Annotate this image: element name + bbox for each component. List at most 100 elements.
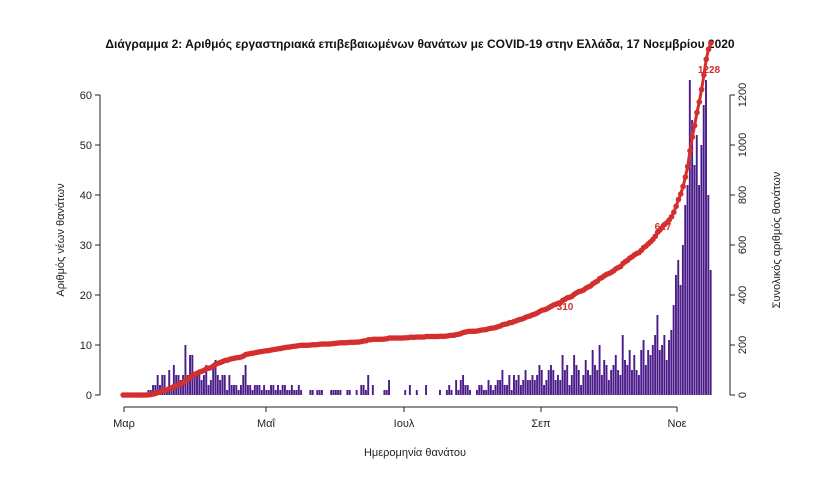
cumulative-point <box>673 203 679 210</box>
bar <box>674 275 677 395</box>
bar <box>263 385 266 395</box>
y-tick-label: 50 <box>80 140 92 152</box>
bar <box>489 385 492 395</box>
bar <box>462 375 465 395</box>
bar <box>316 390 319 395</box>
bar <box>281 385 284 395</box>
bar <box>519 385 522 395</box>
bar <box>223 375 226 395</box>
bar <box>482 390 485 395</box>
bar <box>337 390 340 395</box>
bar <box>631 370 633 395</box>
bar <box>668 340 670 395</box>
bar <box>522 380 525 395</box>
bar <box>575 365 578 395</box>
bar <box>656 315 659 395</box>
y-tick-label: 0 <box>86 390 92 402</box>
bar <box>300 390 303 395</box>
bar <box>566 365 569 395</box>
bar <box>267 390 270 395</box>
cumulative-point <box>691 122 698 129</box>
bar <box>503 385 506 395</box>
bar <box>297 385 300 395</box>
bar <box>274 390 277 395</box>
bar <box>679 285 682 395</box>
bar <box>573 355 576 395</box>
bar <box>286 390 289 395</box>
bar <box>691 120 694 395</box>
bar <box>640 350 643 395</box>
bar <box>709 270 712 395</box>
bar <box>196 375 198 395</box>
bar <box>600 375 603 395</box>
bar <box>186 375 189 395</box>
bar <box>594 365 596 395</box>
y-tick-label: 30 <box>80 240 92 252</box>
bar <box>348 390 351 395</box>
bar <box>253 385 256 395</box>
cumulative-point <box>705 46 712 53</box>
x-tick-label: Ιουλ <box>394 418 415 430</box>
cumulative-point <box>698 86 705 93</box>
bar <box>587 370 589 395</box>
y2-tick-label: 0 <box>737 392 749 398</box>
y2-tick-label: 600 <box>737 236 749 254</box>
bar <box>209 380 212 395</box>
bar <box>693 165 696 395</box>
y2-tick-label: 400 <box>737 286 749 304</box>
x-tick-label: Σεπ <box>531 418 551 430</box>
bar <box>457 390 460 395</box>
bar <box>228 375 231 395</box>
y2-tick-label: 1000 <box>737 133 749 157</box>
bar <box>536 375 539 395</box>
bar <box>637 375 640 395</box>
bar <box>364 390 367 395</box>
cumulative-point <box>694 109 700 116</box>
bar <box>288 390 291 395</box>
cumulative-point <box>668 213 675 220</box>
bar <box>707 195 710 395</box>
bar <box>179 380 182 395</box>
bar <box>415 390 418 395</box>
bar <box>596 370 599 395</box>
bar <box>545 380 548 395</box>
bar <box>619 375 622 395</box>
bar <box>626 365 629 395</box>
bar <box>510 390 513 395</box>
bar <box>635 370 638 395</box>
bar <box>355 390 358 395</box>
bar <box>515 380 518 395</box>
bar <box>589 375 592 395</box>
y-tick-label: 60 <box>80 90 92 102</box>
bar <box>309 390 312 395</box>
bar <box>688 80 691 395</box>
bar <box>219 380 222 395</box>
bar <box>202 375 205 395</box>
bar <box>531 375 534 395</box>
bar <box>480 385 483 395</box>
x-tick-label: Μαρ <box>113 418 135 430</box>
bar <box>205 365 208 395</box>
y-axis-label: Αριθμός νέων θανάτων <box>55 183 67 297</box>
bar <box>360 385 363 395</box>
bar <box>320 390 323 395</box>
bar <box>332 390 335 395</box>
bar <box>610 370 613 395</box>
bar <box>642 340 645 395</box>
y2-axis-label: Συνολικός αριθμός θανάτων <box>771 171 783 308</box>
bar <box>448 385 451 395</box>
bar <box>628 350 631 395</box>
bar <box>277 385 279 395</box>
bar <box>290 385 293 395</box>
bar <box>385 390 388 395</box>
bar <box>184 345 187 395</box>
cumulative-point <box>701 72 707 78</box>
bar <box>251 390 254 395</box>
bar <box>230 385 233 395</box>
bar <box>258 385 261 395</box>
bar <box>221 375 224 395</box>
bar <box>466 385 469 395</box>
bar <box>464 385 467 395</box>
bar <box>552 370 555 395</box>
bar <box>226 390 229 395</box>
